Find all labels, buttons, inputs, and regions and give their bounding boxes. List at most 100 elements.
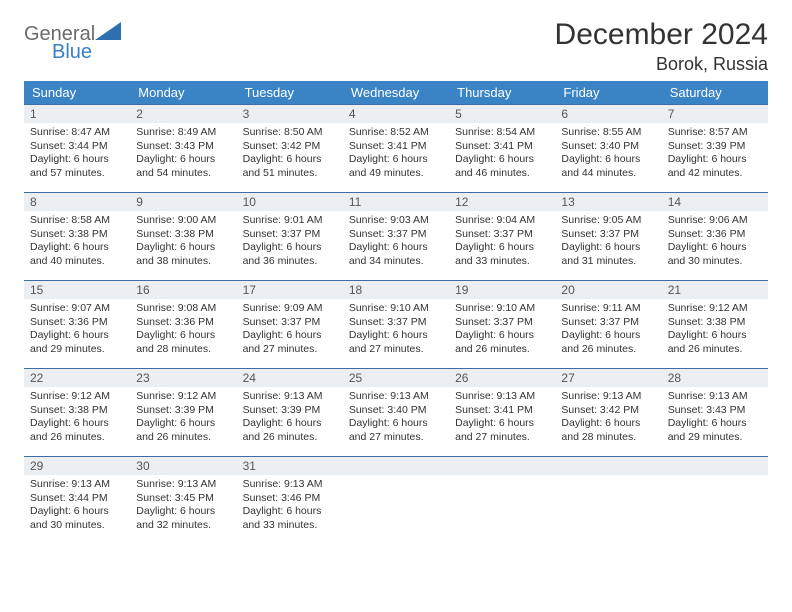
sunset-text: Sunset: 3:37 PM: [349, 228, 443, 242]
daylight-text: Daylight: 6 hours and 49 minutes.: [349, 153, 443, 180]
sunrise-text: Sunrise: 9:13 AM: [136, 478, 230, 492]
day-number: 7: [662, 105, 768, 123]
calendar-cell: 13Sunrise: 9:05 AMSunset: 3:37 PMDayligh…: [555, 193, 661, 281]
daylight-text: Daylight: 6 hours and 42 minutes.: [668, 153, 762, 180]
day-details: Sunrise: 8:58 AMSunset: 3:38 PMDaylight:…: [24, 211, 130, 273]
sunset-text: Sunset: 3:46 PM: [243, 492, 337, 506]
day-details: [555, 475, 661, 482]
header: General Blue December 2024 Borok, Russia: [24, 18, 768, 75]
sunset-text: Sunset: 3:43 PM: [136, 140, 230, 154]
weekday-header: Friday: [555, 81, 661, 105]
daylight-text: Daylight: 6 hours and 29 minutes.: [30, 329, 124, 356]
day-number: 3: [237, 105, 343, 123]
day-details: Sunrise: 8:54 AMSunset: 3:41 PMDaylight:…: [449, 123, 555, 185]
calendar-cell: 23Sunrise: 9:12 AMSunset: 3:39 PMDayligh…: [130, 369, 236, 457]
day-number: 19: [449, 281, 555, 299]
day-number: 29: [24, 457, 130, 475]
calendar-cell: 18Sunrise: 9:10 AMSunset: 3:37 PMDayligh…: [343, 281, 449, 369]
day-number: 10: [237, 193, 343, 211]
day-number: 23: [130, 369, 236, 387]
sunrise-text: Sunrise: 8:47 AM: [30, 126, 124, 140]
day-number: 25: [343, 369, 449, 387]
daylight-text: Daylight: 6 hours and 54 minutes.: [136, 153, 230, 180]
day-number: 21: [662, 281, 768, 299]
day-details: Sunrise: 8:47 AMSunset: 3:44 PMDaylight:…: [24, 123, 130, 185]
day-details: Sunrise: 9:05 AMSunset: 3:37 PMDaylight:…: [555, 211, 661, 273]
sunset-text: Sunset: 3:44 PM: [30, 492, 124, 506]
daylight-text: Daylight: 6 hours and 28 minutes.: [561, 417, 655, 444]
logo-text: General Blue: [24, 18, 121, 62]
calendar-row: 15Sunrise: 9:07 AMSunset: 3:36 PMDayligh…: [24, 281, 768, 369]
day-number: 2: [130, 105, 236, 123]
calendar-cell: 22Sunrise: 9:12 AMSunset: 3:38 PMDayligh…: [24, 369, 130, 457]
daylight-text: Daylight: 6 hours and 26 minutes.: [668, 329, 762, 356]
sunset-text: Sunset: 3:39 PM: [136, 404, 230, 418]
calendar-cell: 5Sunrise: 8:54 AMSunset: 3:41 PMDaylight…: [449, 105, 555, 193]
daylight-text: Daylight: 6 hours and 46 minutes.: [455, 153, 549, 180]
daylight-text: Daylight: 6 hours and 26 minutes.: [30, 417, 124, 444]
daylight-text: Daylight: 6 hours and 40 minutes.: [30, 241, 124, 268]
sunrise-text: Sunrise: 9:06 AM: [668, 214, 762, 228]
calendar-cell: [555, 457, 661, 545]
sunrise-text: Sunrise: 8:49 AM: [136, 126, 230, 140]
daylight-text: Daylight: 6 hours and 36 minutes.: [243, 241, 337, 268]
day-details: Sunrise: 9:11 AMSunset: 3:37 PMDaylight:…: [555, 299, 661, 361]
daylight-text: Daylight: 6 hours and 31 minutes.: [561, 241, 655, 268]
calendar-row: 22Sunrise: 9:12 AMSunset: 3:38 PMDayligh…: [24, 369, 768, 457]
sunset-text: Sunset: 3:37 PM: [455, 316, 549, 330]
day-details: Sunrise: 9:08 AMSunset: 3:36 PMDaylight:…: [130, 299, 236, 361]
sunset-text: Sunset: 3:43 PM: [668, 404, 762, 418]
calendar-cell: 20Sunrise: 9:11 AMSunset: 3:37 PMDayligh…: [555, 281, 661, 369]
day-number: [662, 457, 768, 475]
sunrise-text: Sunrise: 9:12 AM: [30, 390, 124, 404]
sunrise-text: Sunrise: 9:11 AM: [561, 302, 655, 316]
calendar-cell: 27Sunrise: 9:13 AMSunset: 3:42 PMDayligh…: [555, 369, 661, 457]
calendar-cell: 2Sunrise: 8:49 AMSunset: 3:43 PMDaylight…: [130, 105, 236, 193]
sunrise-text: Sunrise: 9:04 AM: [455, 214, 549, 228]
title-block: December 2024 Borok, Russia: [555, 18, 768, 75]
calendar-cell: 17Sunrise: 9:09 AMSunset: 3:37 PMDayligh…: [237, 281, 343, 369]
day-details: Sunrise: 9:10 AMSunset: 3:37 PMDaylight:…: [343, 299, 449, 361]
day-details: Sunrise: 8:50 AMSunset: 3:42 PMDaylight:…: [237, 123, 343, 185]
calendar-cell: 7Sunrise: 8:57 AMSunset: 3:39 PMDaylight…: [662, 105, 768, 193]
sunrise-text: Sunrise: 9:13 AM: [243, 478, 337, 492]
sunset-text: Sunset: 3:38 PM: [136, 228, 230, 242]
sunset-text: Sunset: 3:37 PM: [243, 316, 337, 330]
calendar-cell: 29Sunrise: 9:13 AMSunset: 3:44 PMDayligh…: [24, 457, 130, 545]
calendar-cell: 9Sunrise: 9:00 AMSunset: 3:38 PMDaylight…: [130, 193, 236, 281]
day-number: [555, 457, 661, 475]
calendar-cell: 24Sunrise: 9:13 AMSunset: 3:39 PMDayligh…: [237, 369, 343, 457]
daylight-text: Daylight: 6 hours and 27 minutes.: [455, 417, 549, 444]
day-details: [662, 475, 768, 482]
day-number: 5: [449, 105, 555, 123]
day-details: Sunrise: 9:13 AMSunset: 3:41 PMDaylight:…: [449, 387, 555, 449]
calendar-cell: 6Sunrise: 8:55 AMSunset: 3:40 PMDaylight…: [555, 105, 661, 193]
calendar-cell: 12Sunrise: 9:04 AMSunset: 3:37 PMDayligh…: [449, 193, 555, 281]
day-number: 31: [237, 457, 343, 475]
calendar-cell: 28Sunrise: 9:13 AMSunset: 3:43 PMDayligh…: [662, 369, 768, 457]
sunrise-text: Sunrise: 9:08 AM: [136, 302, 230, 316]
sunrise-text: Sunrise: 9:12 AM: [668, 302, 762, 316]
calendar-cell: 19Sunrise: 9:10 AMSunset: 3:37 PMDayligh…: [449, 281, 555, 369]
sunset-text: Sunset: 3:41 PM: [455, 140, 549, 154]
daylight-text: Daylight: 6 hours and 30 minutes.: [668, 241, 762, 268]
day-details: Sunrise: 8:49 AMSunset: 3:43 PMDaylight:…: [130, 123, 236, 185]
sunset-text: Sunset: 3:42 PM: [561, 404, 655, 418]
day-details: [449, 475, 555, 482]
sunset-text: Sunset: 3:38 PM: [30, 228, 124, 242]
sunset-text: Sunset: 3:45 PM: [136, 492, 230, 506]
day-details: Sunrise: 9:10 AMSunset: 3:37 PMDaylight:…: [449, 299, 555, 361]
logo: General Blue: [24, 18, 121, 62]
daylight-text: Daylight: 6 hours and 26 minutes.: [455, 329, 549, 356]
calendar-cell: 30Sunrise: 9:13 AMSunset: 3:45 PMDayligh…: [130, 457, 236, 545]
daylight-text: Daylight: 6 hours and 30 minutes.: [30, 505, 124, 532]
location-label: Borok, Russia: [555, 54, 768, 75]
sunrise-text: Sunrise: 8:52 AM: [349, 126, 443, 140]
weekday-header: Monday: [130, 81, 236, 105]
day-number: 20: [555, 281, 661, 299]
sunrise-text: Sunrise: 8:55 AM: [561, 126, 655, 140]
day-number: 28: [662, 369, 768, 387]
calendar-cell: 10Sunrise: 9:01 AMSunset: 3:37 PMDayligh…: [237, 193, 343, 281]
sunset-text: Sunset: 3:44 PM: [30, 140, 124, 154]
month-title: December 2024: [555, 18, 768, 52]
